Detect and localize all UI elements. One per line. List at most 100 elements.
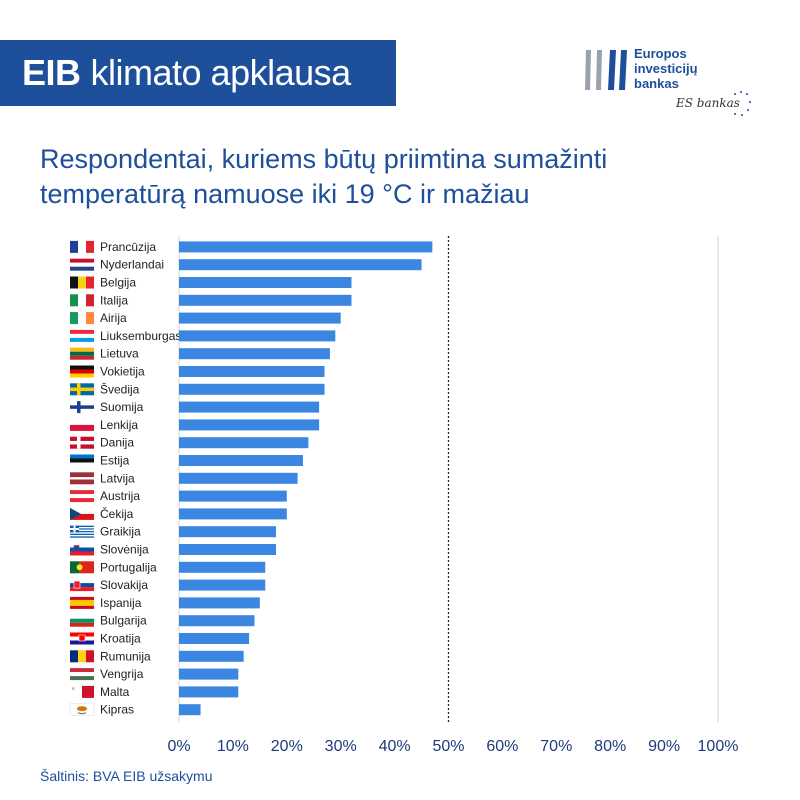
source-note: Šaltinis: BVA EIB užsakymu (40, 768, 213, 784)
category-label: Švedija (100, 381, 140, 396)
portugal-flag (70, 561, 94, 574)
netherlands-flag (70, 258, 94, 271)
x-tick-label: 10% (217, 738, 249, 755)
bar (179, 526, 277, 538)
x-tick-label: 80% (594, 738, 626, 755)
bar (179, 579, 266, 591)
category-label: Kipras (100, 703, 134, 717)
poland-flag (70, 418, 94, 431)
x-tick-label: 100% (698, 738, 739, 755)
bar (179, 348, 330, 360)
category-label: Belgija (100, 276, 136, 290)
x-tick-label: 60% (486, 738, 518, 755)
bar (179, 241, 433, 253)
x-tick-label: 50% (432, 738, 464, 755)
finland-flag (70, 401, 94, 414)
bar (179, 490, 287, 502)
category-label: Estija (100, 454, 130, 468)
x-tick-label: 70% (540, 738, 572, 755)
czechia-flag (70, 507, 94, 520)
bar (179, 383, 325, 395)
bar (179, 561, 266, 573)
logo-text: Europos investicijų bankas (634, 46, 698, 91)
bar (179, 294, 352, 306)
bar (179, 277, 352, 288)
germany-flag (70, 365, 94, 378)
bar (179, 597, 260, 609)
eib-logo: Europos investicijų bankas ES bankas (584, 46, 754, 122)
cyprus-flag (69, 703, 95, 716)
category-label: Vokietija (100, 365, 145, 379)
title-rest: klimato apklausa (90, 52, 352, 93)
bar (179, 668, 239, 680)
x-tick-label: 20% (271, 738, 303, 755)
category-label: Nyderlandai (100, 258, 164, 272)
bar (179, 704, 201, 716)
bar (179, 544, 277, 555)
category-label: Suomija (100, 400, 144, 414)
eib-logo-icon (585, 50, 627, 90)
category-label: Italija (100, 293, 128, 307)
category-label: Prancūzija (100, 240, 156, 254)
bar (179, 259, 422, 271)
denmark-flag (70, 436, 94, 449)
austria-flag (70, 490, 94, 503)
x-tick-label: 0% (167, 738, 190, 755)
slovenia-flag (70, 543, 94, 556)
category-label: Portugalija (100, 560, 157, 574)
category-label: Bulgarija (100, 614, 147, 628)
category-label: Latvija (100, 471, 135, 485)
bar (179, 312, 341, 324)
croatia-flag (70, 632, 94, 645)
category-label: Slovakija (100, 578, 148, 592)
category-label: Lietuva (100, 347, 139, 361)
category-label: Danija (100, 436, 134, 450)
bar (179, 401, 320, 413)
category-label: Malta (100, 685, 130, 699)
category-label: Slovėnija (100, 543, 149, 557)
bar (179, 455, 303, 466)
romania-flag (70, 650, 94, 663)
category-label: Lenkija (100, 418, 138, 432)
category-label: Liuksemburgas (100, 329, 181, 343)
belgium-flag (70, 276, 94, 289)
italy-flag (70, 294, 94, 307)
ireland-flag (70, 312, 94, 325)
chart-subtitle: Respondentai, kuriems būtų priimtina sum… (40, 144, 608, 209)
x-tick-label: 30% (325, 738, 357, 755)
bar (179, 419, 320, 431)
slovakia-flag (70, 579, 94, 592)
category-label: Graikija (100, 525, 141, 539)
bulgaria-flag (70, 614, 94, 627)
category-label: Airija (100, 311, 127, 325)
bar (179, 366, 325, 377)
bar-chart: Prancūzija Nyderlandai Belgija Italija Airij… (69, 236, 739, 755)
spain-flag (70, 596, 94, 609)
bar (179, 650, 244, 662)
category-label: Rumunija (100, 649, 151, 663)
greece-flag (70, 525, 94, 538)
x-tick-label: 40% (379, 738, 411, 755)
category-label: Vengrija (100, 667, 144, 681)
bar (179, 686, 239, 698)
hungary-flag (70, 668, 94, 681)
latvia-flag (70, 472, 94, 485)
title-bold: EIB (22, 52, 81, 93)
bar (179, 330, 336, 342)
bar (179, 437, 309, 449)
title-banner: EIB klimato apklausa (0, 40, 396, 106)
bar (179, 508, 287, 520)
category-label: Kroatija (100, 632, 141, 646)
category-label: Čekija (100, 506, 134, 521)
estonia-flag (70, 454, 94, 467)
category-label: Ispanija (100, 596, 142, 610)
bar (179, 633, 250, 644)
x-tick-label: 90% (648, 738, 680, 755)
eu-stars-icon (734, 91, 751, 116)
category-label: Austrija (100, 489, 140, 503)
luxembourg-flag (70, 329, 94, 342)
france-flag (70, 240, 94, 253)
sweden-flag (70, 383, 94, 396)
bar (179, 615, 255, 627)
malta-flag (70, 685, 94, 698)
